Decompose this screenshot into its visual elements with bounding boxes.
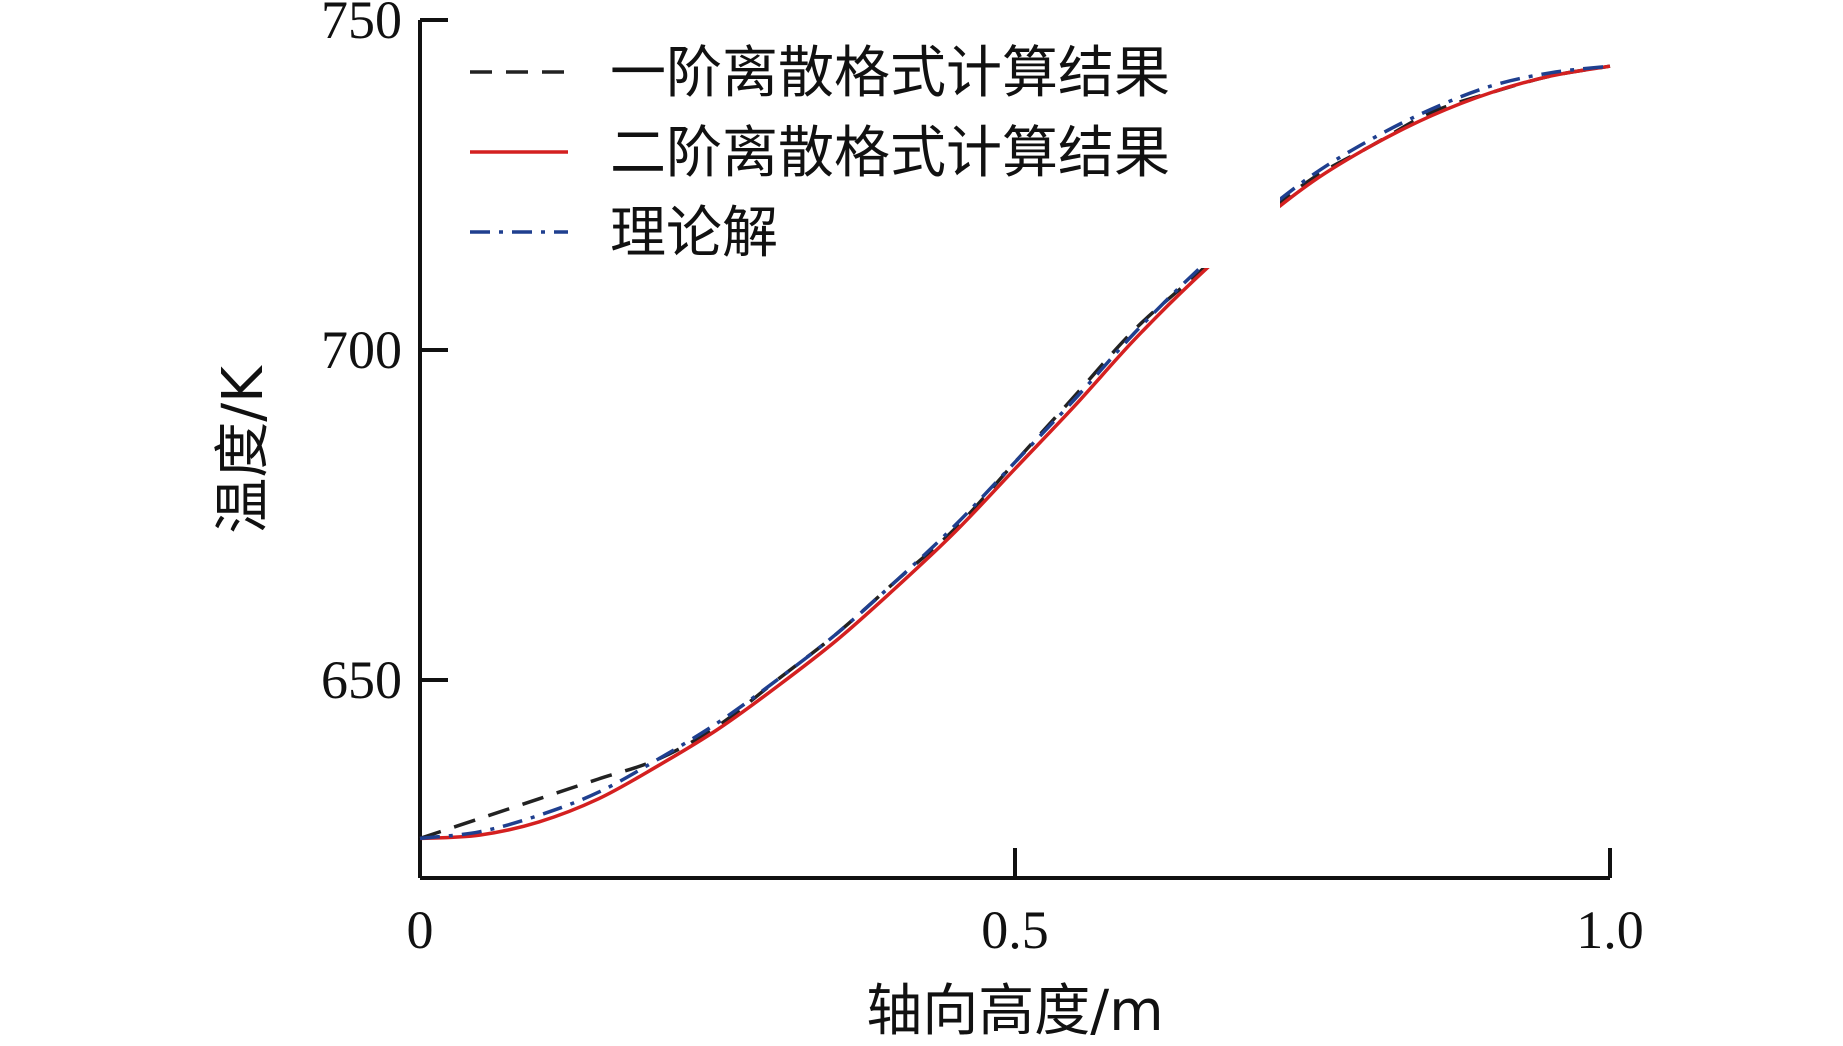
legend-label-0: 一阶离散格式计算结果: [610, 41, 1170, 106]
legend-label-2: 理论解: [610, 201, 778, 266]
series-line-1: [419, 64, 1611, 841]
y-tick-label-0: 650: [321, 650, 402, 710]
y-tick-label-2: 750: [321, 0, 402, 50]
x-tick-label-2: 1.0: [1576, 900, 1644, 960]
x-axis-title: 轴向高度/m: [866, 979, 1163, 1044]
x-tick-label-0: 0: [407, 900, 434, 960]
legend-label-1: 二阶离散格式计算结果: [610, 121, 1170, 186]
axes: 650 700 750 0 0.5 1.0: [321, 0, 1644, 960]
y-axis-title: 温度/K: [211, 365, 276, 534]
x-tick-label-1: 0.5: [981, 900, 1049, 960]
y-tick-label-1: 700: [321, 320, 402, 380]
series-line-2: [419, 64, 1611, 841]
legend-box: [460, 40, 1280, 268]
series-layer: [419, 64, 1611, 841]
